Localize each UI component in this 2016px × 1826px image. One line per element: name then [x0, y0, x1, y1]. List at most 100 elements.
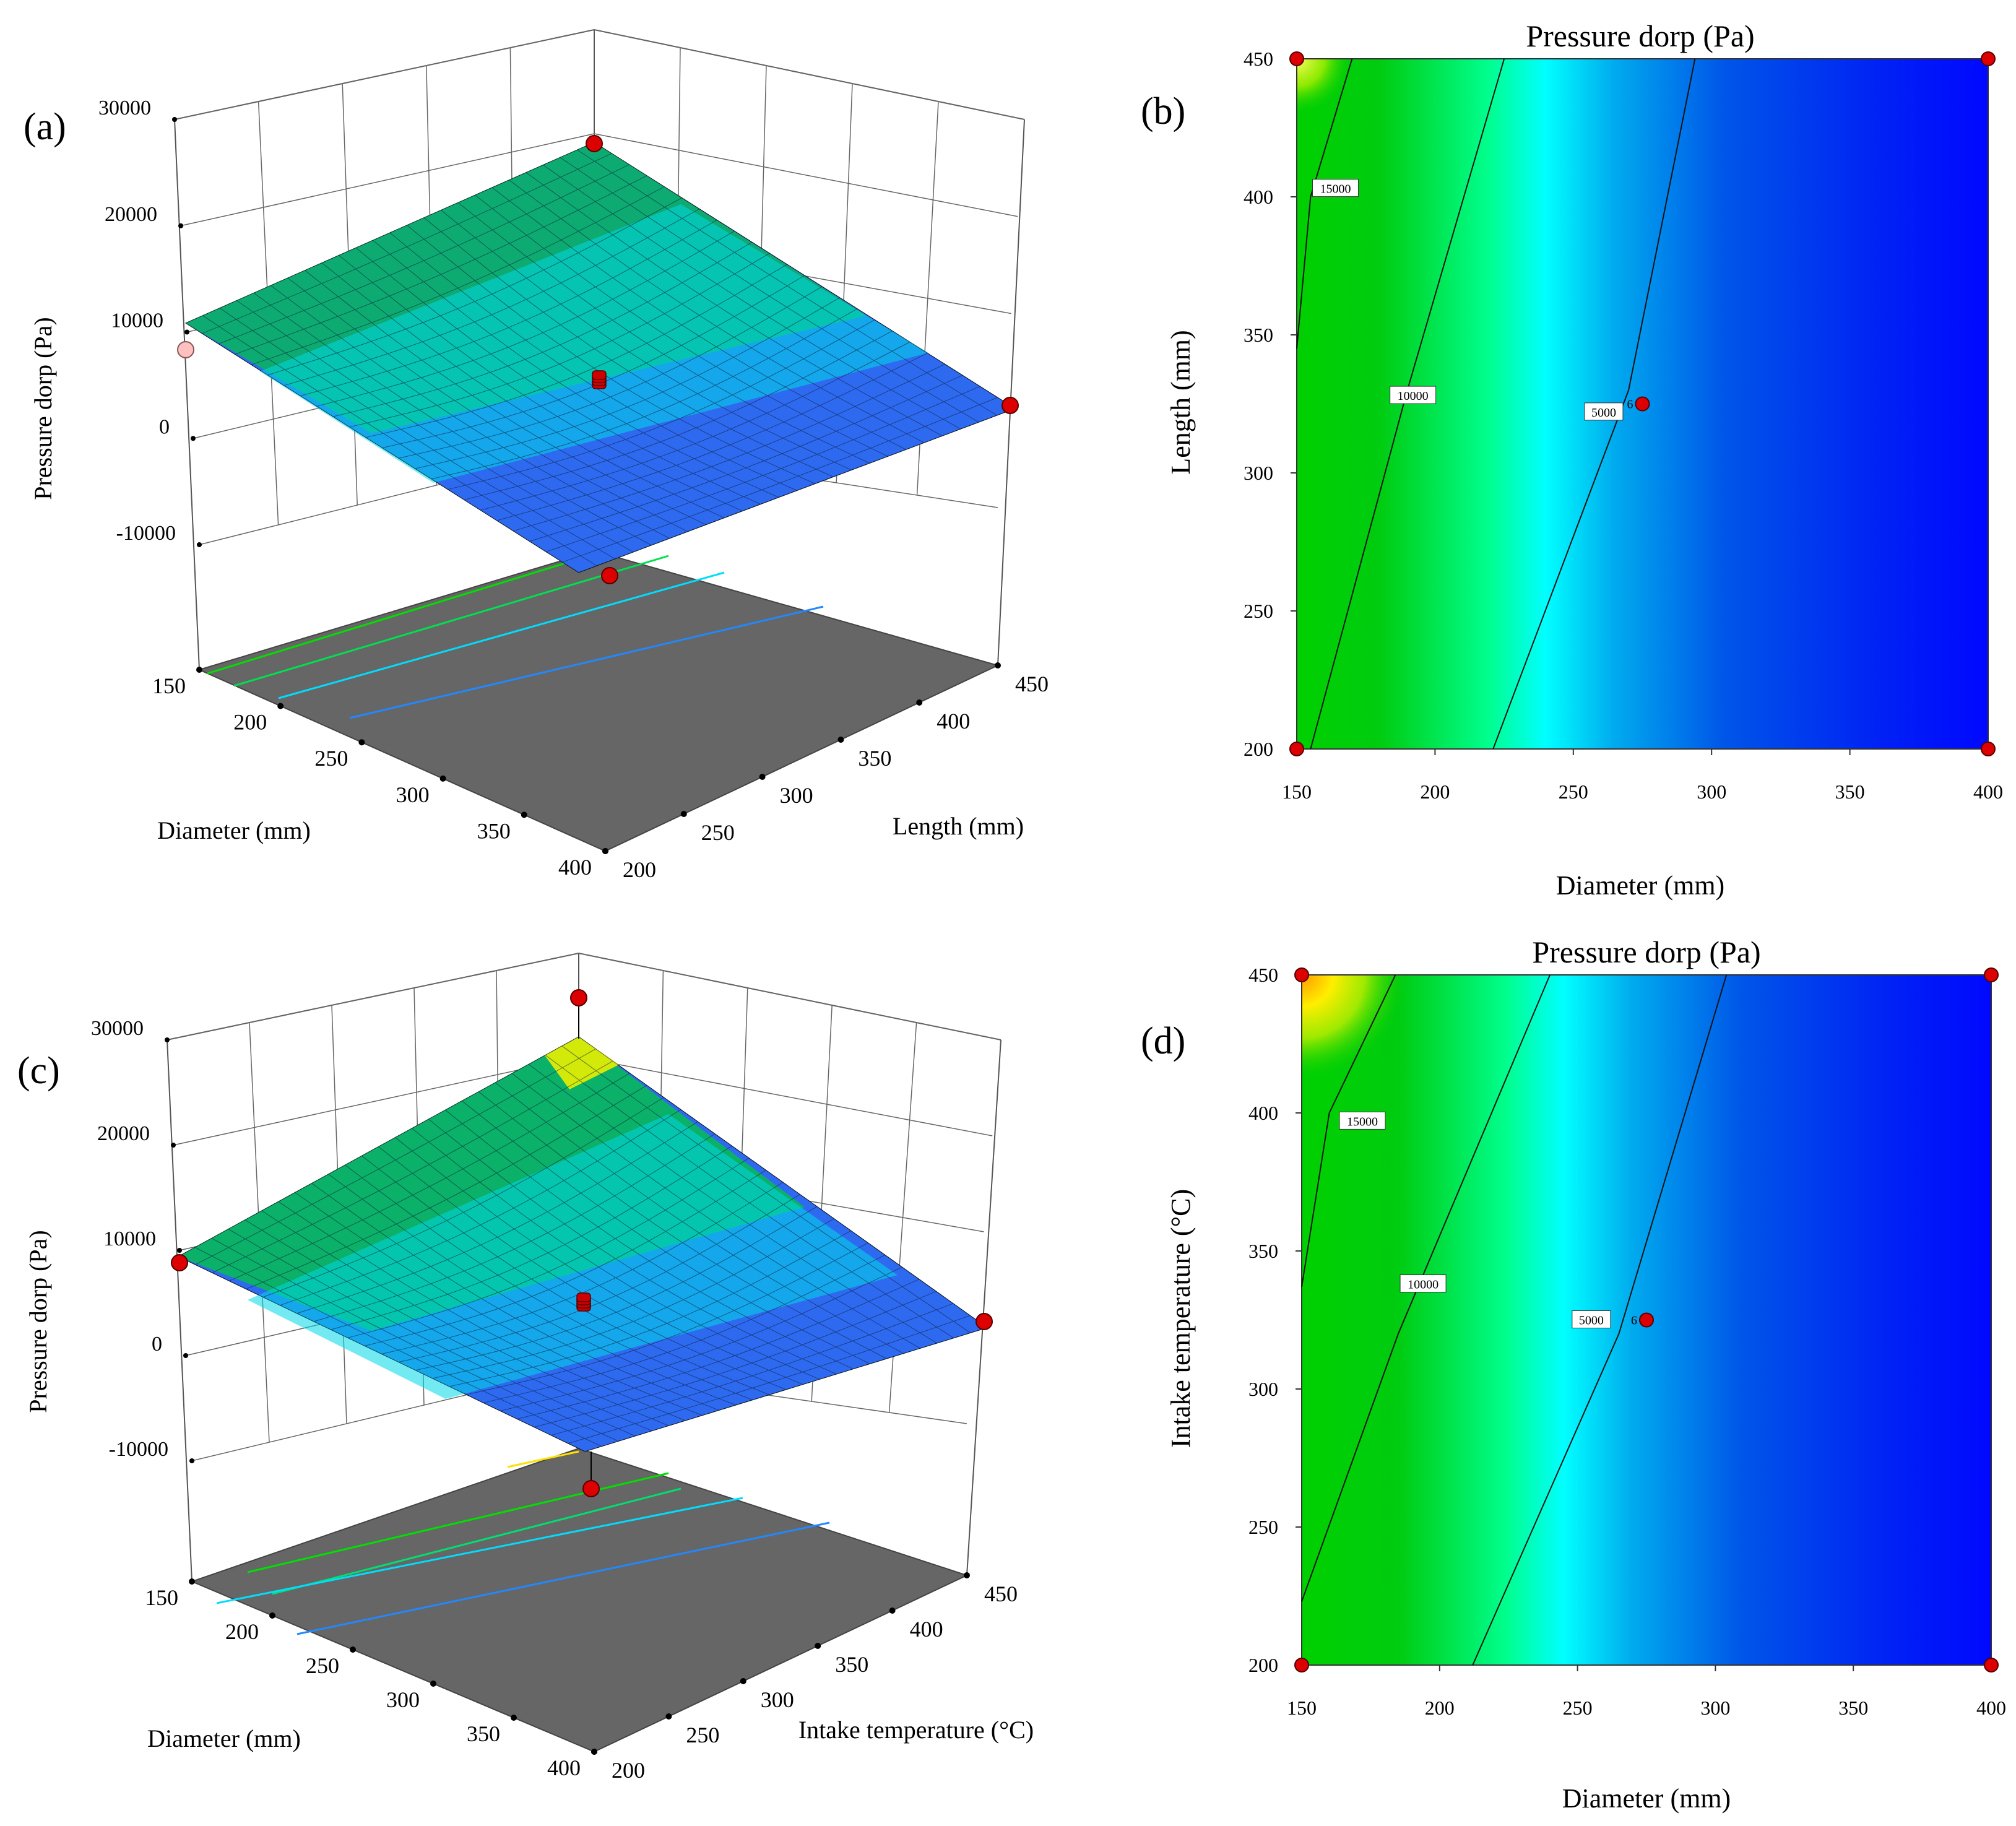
z-tick-label: 20000 [105, 203, 157, 226]
z-tick-label: 10000 [111, 309, 163, 332]
x-tick-label: 400 [1976, 1697, 2006, 1719]
z-tick-labels-a: -10000 0 10000 20000 30000 [98, 97, 202, 547]
mesh-line-v [543, 165, 961, 430]
z-tick-mark [177, 1248, 182, 1253]
design-point-above [1002, 397, 1019, 414]
x-tick-label: 200 [233, 710, 267, 735]
panel-label-a: (a) [24, 106, 66, 148]
surface-a-mid [260, 204, 928, 483]
x-tick-mark [350, 1646, 356, 1653]
contour-label: 5000 [1591, 406, 1616, 420]
contour-label: 10000 [1408, 1278, 1438, 1292]
z-tick-label: 30000 [91, 1017, 144, 1040]
contour-line-15000 [1296, 58, 1353, 349]
z-tick-mark [184, 329, 189, 335]
x-tick-label: 300 [1697, 781, 1726, 803]
xlabel-a: Diameter (mm) [157, 816, 311, 844]
x-tick-label: 300 [396, 782, 430, 807]
y-tick-label: 400 [1248, 1102, 1278, 1124]
y-tick-label: 350 [858, 746, 891, 771]
mesh-line-u [584, 1327, 988, 1452]
y-tick-label: 450 [1015, 672, 1049, 696]
y-tick-mark [815, 1643, 821, 1649]
contour-plot-b: Pressure dorp (Pa) 15000 10000 5000 150 200… [1166, 19, 2003, 901]
z-tick-label: -10000 [116, 522, 176, 545]
x-tick-mark [277, 703, 284, 709]
x-tick-labels-c: 150 200 250 300 350 400 [145, 1578, 597, 1780]
contour-label-box [1584, 402, 1624, 421]
mesh-line-v [577, 149, 997, 416]
y-tick-label: 300 [1248, 1378, 1278, 1400]
y-tick-label: 450 [1248, 964, 1278, 986]
y-tick-label: 250 [686, 1723, 719, 1747]
design-points-c [171, 989, 993, 1497]
center-design-point [1639, 1312, 1654, 1328]
center-replicate-count: 6 [1631, 1314, 1637, 1328]
design-points-d: 6 [1294, 967, 1999, 1672]
x-tick-mark [430, 1681, 436, 1687]
y-tick-labels-c: 200 250 300 350 400 450 [591, 1572, 1018, 1783]
z-tick-mark [191, 436, 196, 441]
x-tick-labels-a: 150 200 250 300 350 400 [152, 667, 608, 880]
y-tick-label: 200 [612, 1758, 645, 1783]
x-tick-mark [358, 739, 365, 746]
ylabel-c: Intake temperature (°C) [798, 1716, 1034, 1744]
hotspot-d-rect [1302, 975, 1463, 1185]
y-tick-mark [740, 1678, 746, 1684]
x-tick-label: 250 [1559, 781, 1588, 803]
design-point-above [171, 1254, 188, 1271]
mesh-line-u [578, 408, 1016, 573]
contour-label-box [1400, 1274, 1447, 1293]
design-point-above [570, 989, 587, 1006]
x-tick-label: 300 [1700, 1697, 1730, 1719]
z-tick-mark [189, 1458, 194, 1463]
x-tick-label: 250 [1563, 1697, 1593, 1719]
title-d: Pressure dorp (Pa) [1532, 935, 1760, 969]
design-point-above [586, 135, 603, 152]
z-tick-label: 0 [152, 1333, 162, 1356]
x-tick-mark [439, 775, 446, 782]
y-tick-mark [591, 1749, 597, 1755]
mesh-line-u [534, 1291, 937, 1428]
z-tick-label: -10000 [109, 1438, 168, 1461]
x-tick-label: 150 [1287, 1697, 1317, 1719]
contour-label: 10000 [1398, 389, 1429, 403]
z-tick-mark [178, 223, 183, 228]
z-gridline [180, 133, 1018, 227]
z-tick-label: 10000 [103, 1227, 156, 1250]
center-replicate-marker [592, 370, 607, 380]
contour-line-15000 [1301, 974, 1396, 1287]
x-tick-label: 150 [1282, 781, 1312, 803]
z-gridline [174, 29, 1025, 120]
y-tick-mark [889, 1607, 896, 1614]
design-point-above [601, 567, 618, 584]
z-tick-labels-c: -10000 0 10000 20000 30000 [91, 1017, 194, 1463]
y-tick-label: 300 [761, 1687, 794, 1712]
z-tick-label: 0 [159, 415, 170, 438]
zlabel-a: Pressure dorp (Pa) [29, 317, 57, 500]
x-tick-label: 350 [477, 818, 511, 843]
y-tick-labels-a: 200 250 300 350 400 450 [602, 662, 1049, 882]
surface-mesh-c [178, 1036, 988, 1452]
surface-c-peak [545, 1037, 619, 1089]
contour-lines-b: 15000 10000 5000 [1296, 58, 1696, 750]
z-tick-mark [197, 542, 202, 547]
y-tick-label: 400 [910, 1617, 943, 1642]
tick-labels-d: 150 200 250 300 350 400 200 250 300 350 400 450 [1248, 964, 2006, 1719]
mesh-line-v [560, 157, 979, 423]
mesh-line-v [528, 1064, 938, 1344]
title-b: Pressure dorp (Pa) [1526, 19, 1754, 53]
panel-label-b: (b) [1141, 90, 1185, 132]
z-gridline [167, 953, 1002, 1041]
y-tick-mark [680, 811, 687, 817]
surface-plot-a: -10000 0 10000 20000 30000 150 200 250 300 350 40… [29, 28, 1049, 882]
design-points-a [177, 135, 1019, 584]
panel-label-c: (c) [17, 1050, 60, 1092]
y-tick-label: 300 [1244, 462, 1273, 484]
contour-line-5000 [1472, 974, 1728, 1666]
x-tick-mark [196, 667, 202, 673]
y-tick-mark [995, 662, 1001, 669]
floor-contours-a [207, 543, 824, 719]
x-tick-label: 350 [467, 1721, 500, 1746]
